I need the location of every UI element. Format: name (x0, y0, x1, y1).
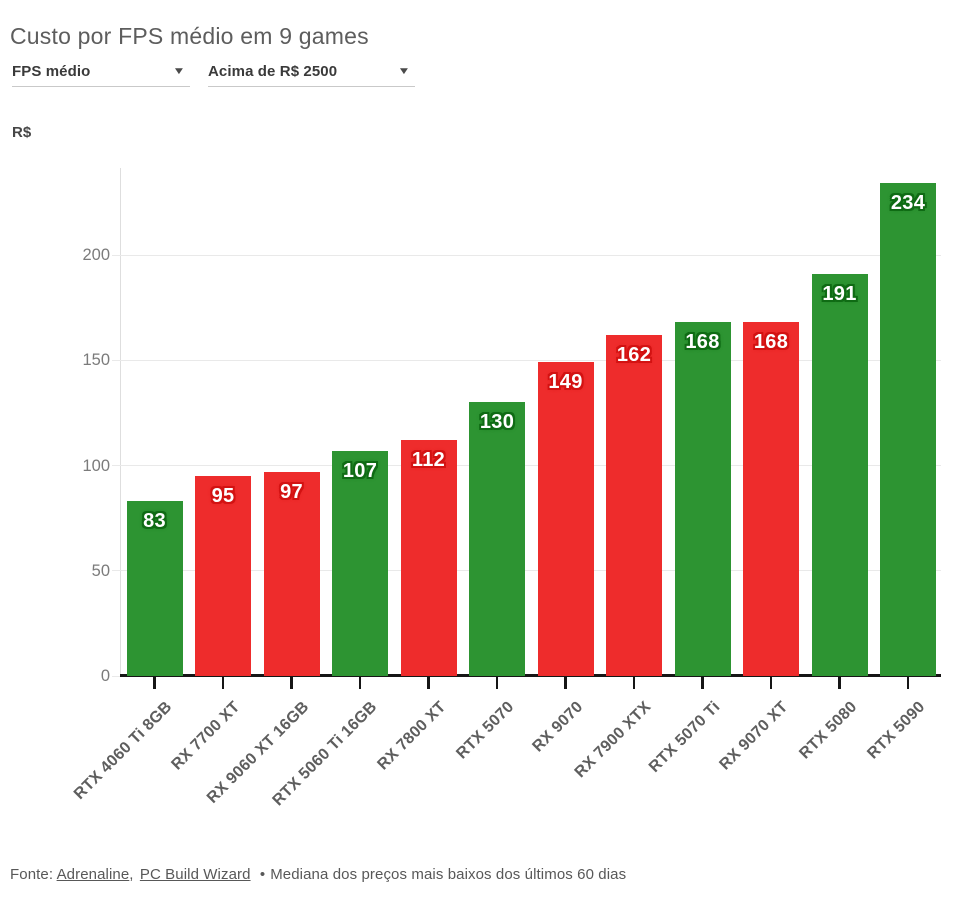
bar-value-label: 168 (753, 331, 789, 354)
bar[interactable]: 83 (126, 501, 183, 676)
bar-value-label: 168 (685, 331, 720, 354)
source-link-pc-build-wizard[interactable]: PC Build Wizard (139, 866, 251, 883)
bar[interactable]: 191 (811, 273, 868, 676)
y-tick-label: 50 (91, 561, 110, 580)
source-note: Mediana dos preços mais baixos dos últim… (270, 866, 627, 883)
y-axis-line (120, 168, 121, 676)
x-axis-tick (906, 677, 910, 689)
y-tick-label: 100 (82, 456, 110, 475)
x-axis-tick (838, 677, 841, 689)
bar-value-label: 191 (822, 282, 857, 305)
gridline (112, 465, 941, 466)
page-title: Custo por FPS médio em 9 games (10, 23, 369, 50)
x-axis-tick (769, 677, 773, 689)
metric-dropdown-value: FPS médio (12, 63, 91, 80)
gridline (112, 359, 941, 361)
price-filter-dropdown[interactable]: Acima de R$ 2500 ▼ (208, 57, 415, 87)
source-footer: Fonte: Adrenaline, PC Build Wizard • Medi… (10, 866, 626, 883)
x-axis-tick (290, 677, 293, 689)
x-axis-tick (701, 677, 704, 689)
bar-value-label: 234 (890, 192, 926, 215)
source-link-adrenaline[interactable]: Adrenaline (56, 866, 130, 883)
price-filter-dropdown-value: Acima de R$ 2500 (208, 63, 338, 80)
gridline (112, 570, 941, 572)
gridline (112, 254, 941, 256)
y-axis-unit-label: R$ (12, 124, 32, 141)
y-tick-label: 200 (82, 246, 110, 264)
x-axis-tick (153, 677, 156, 689)
bar[interactable]: 234 (880, 183, 936, 676)
x-axis-tick (632, 677, 636, 689)
bar-value-label: 162 (616, 343, 652, 366)
x-axis-tick (358, 677, 362, 689)
bar[interactable]: 149 (537, 362, 594, 676)
bar-value-label: 112 (411, 449, 446, 472)
bar-value-label: 95 (211, 485, 235, 508)
separator: , (129, 866, 134, 883)
source-prefix: Fonte: (10, 866, 54, 883)
bar-value-label: 97 (280, 480, 303, 503)
bar[interactable]: 112 (400, 440, 457, 676)
x-axis-tick (495, 677, 499, 689)
bar[interactable]: 97 (263, 471, 320, 676)
bar[interactable]: 168 (674, 322, 731, 676)
bar[interactable]: 168 (743, 322, 799, 676)
bar-value-label: 149 (548, 371, 583, 394)
x-axis-line (120, 673, 941, 677)
bullet-separator: • (259, 866, 266, 883)
x-axis-tick (564, 677, 567, 689)
x-axis-tick (427, 677, 430, 689)
bar-value-label: 130 (479, 411, 515, 434)
zero-tick (112, 675, 120, 677)
metric-dropdown[interactable]: FPS médio ▼ (12, 57, 190, 87)
chevron-down-icon: ▼ (172, 66, 186, 77)
bar[interactable]: 162 (606, 334, 662, 676)
bar[interactable]: 130 (469, 402, 525, 676)
filter-controls: FPS médio ▼ Acima de R$ 2500 ▼ (0, 57, 973, 91)
y-tick-label: 150 (82, 351, 110, 370)
chevron-down-icon: ▼ (397, 66, 411, 77)
bar-value-label: 107 (342, 459, 378, 482)
bar[interactable]: 95 (195, 476, 251, 676)
y-tick-label: 0 (100, 667, 110, 685)
x-axis-tick (221, 677, 225, 689)
bar-value-label: 83 (143, 510, 166, 533)
bar[interactable]: 107 (332, 450, 388, 676)
